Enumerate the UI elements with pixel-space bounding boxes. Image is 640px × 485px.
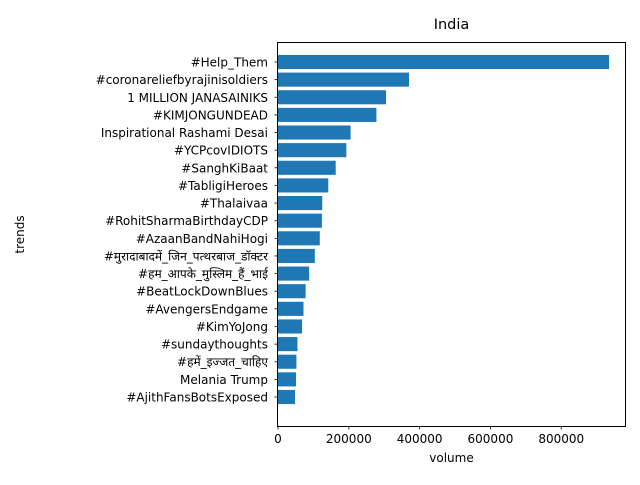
y-tick-label: #AzaanBandNahiHogi [136, 232, 268, 246]
x-tick-label: 0 [274, 432, 282, 446]
chart-title: India [434, 17, 470, 33]
bar [278, 90, 386, 105]
y-tick-label: #AvengersEndgame [145, 302, 268, 316]
bar [278, 125, 351, 140]
bar [278, 319, 303, 334]
y-tick-label: #sundaythoughts [161, 338, 268, 352]
bar [278, 178, 329, 193]
y-tick-label: #Help_Them [191, 56, 268, 70]
bar [278, 160, 336, 175]
bar [278, 266, 310, 281]
bar [278, 72, 410, 87]
y-tick-label: #AjithFansBotsExposed [126, 391, 268, 405]
bar [278, 248, 315, 263]
y-tick-label: #SanghKiBaat [181, 161, 268, 175]
x-tick-label: 600000 [468, 432, 514, 446]
y-tick-label: #KimYoJong [196, 320, 268, 334]
x-axis-label: volume [429, 451, 473, 465]
y-tick-label: #coronareliefbyrajinisoldiers [96, 73, 268, 87]
bar [278, 213, 322, 228]
bar [278, 301, 304, 316]
y-tick-label: #TabligiHeroes [178, 179, 268, 193]
x-tick-label: 800000 [538, 432, 584, 446]
bar [278, 143, 347, 158]
x-tick-layer: 0 200000 400000 600000 800000 [274, 426, 584, 446]
bar [278, 107, 377, 122]
bar [278, 54, 610, 70]
y-tick-label: Melania Trump [180, 373, 268, 387]
bar [278, 354, 297, 369]
bar [278, 284, 306, 299]
bar [278, 196, 323, 211]
y-tick-label: #हमें_इज्जत_चाहिए [177, 355, 268, 369]
x-tick-label: 200000 [326, 432, 372, 446]
y-tick-label: 1 MILLION JANASAINIKS [127, 91, 268, 105]
y-tick-label: #RohitSharmaBirthdayCDP [105, 214, 268, 228]
bar [278, 389, 295, 405]
y-tick-label: #KIMJONGUNDEAD [153, 108, 268, 122]
y-tick-label: #मुरादाबादमें_जिन_पत्थरबाज_डॉक्टर [104, 249, 269, 264]
y-tick-label: #हम_आपके_मुस्लिम_हैं_भाई [138, 267, 269, 282]
y-tick-label: #BeatLockDownBlues [136, 285, 268, 299]
bar [278, 372, 297, 387]
y-tick-label: Inspirational Rashami Desai [101, 126, 268, 140]
y-axis-label: trends [13, 215, 27, 253]
x-tick-label: 400000 [397, 432, 443, 446]
bar [278, 337, 298, 352]
y-tick-label: #YCPcovIDIOTS [174, 144, 268, 158]
bars-layer [278, 54, 610, 405]
plot-frame [277, 42, 626, 427]
y-tick-label: #Thalaivaa [200, 197, 268, 211]
bar [278, 231, 320, 246]
y-tick-layer: #Help_Them #coronareliefbyrajinisoldiers 1… [96, 56, 278, 405]
